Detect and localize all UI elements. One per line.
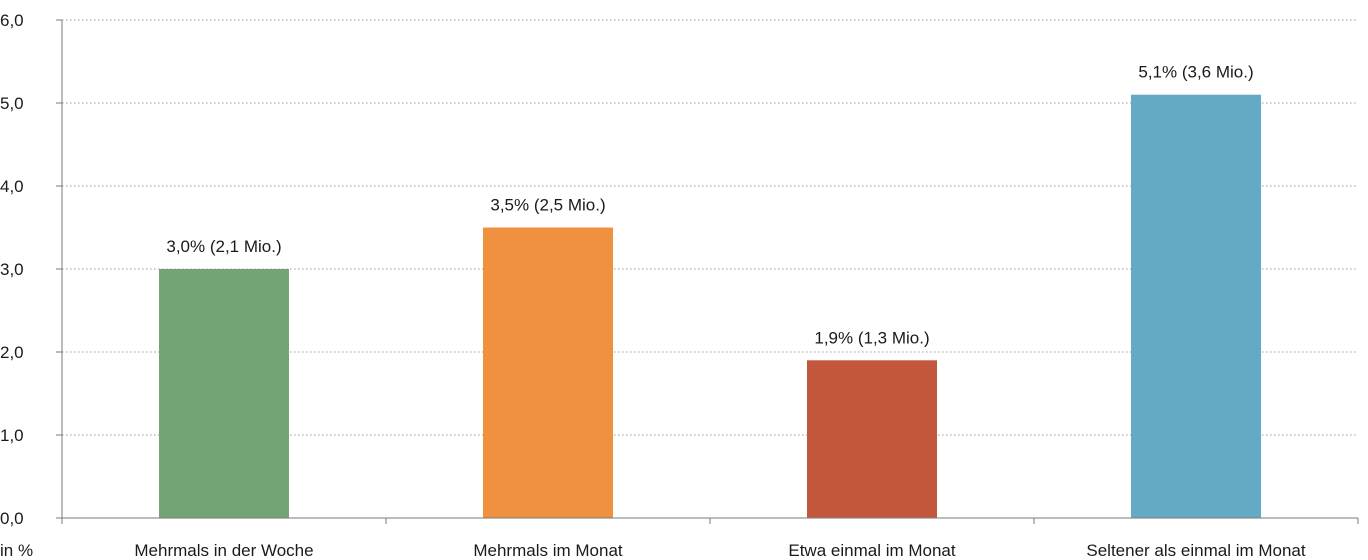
x-category-label: Seltener als einmal im Monat <box>1086 541 1305 560</box>
y-tick-label: 5,0 <box>0 94 24 113</box>
y-tick-label: 4,0 <box>0 177 24 196</box>
y-tick-label: 3,0 <box>0 260 24 279</box>
labels: 0,0 1,0 2,0 3,0 4,0 5,0 6,0 3,0% (2,1 Mio.) Mehr… <box>0 11 1306 560</box>
y-tick-label: 1,0 <box>0 426 24 445</box>
x-category-label: Mehrmals in der Woche <box>134 541 313 560</box>
y-tick-label: 0,0 <box>0 509 24 528</box>
bar <box>483 227 613 518</box>
y-tick-label: 6,0 <box>0 11 24 30</box>
y-axis-unit-label: in % <box>0 541 33 560</box>
x-category-label: Mehrmals im Monat <box>473 541 623 560</box>
axes <box>56 19 1359 524</box>
bar <box>159 269 289 518</box>
x-category-label: Etwa einmal im Monat <box>788 541 956 560</box>
y-tick-label: 2,0 <box>0 343 24 362</box>
data-label: 3,5% (2,5 Mio.) <box>490 196 605 215</box>
bar <box>1131 94 1261 518</box>
data-label: 5,1% (3,6 Mio.) <box>1138 63 1253 82</box>
bars <box>159 94 1261 518</box>
data-label: 3,0% (2,1 Mio.) <box>166 237 281 256</box>
data-label: 1,9% (1,3 Mio.) <box>814 328 929 347</box>
bar <box>807 360 937 518</box>
